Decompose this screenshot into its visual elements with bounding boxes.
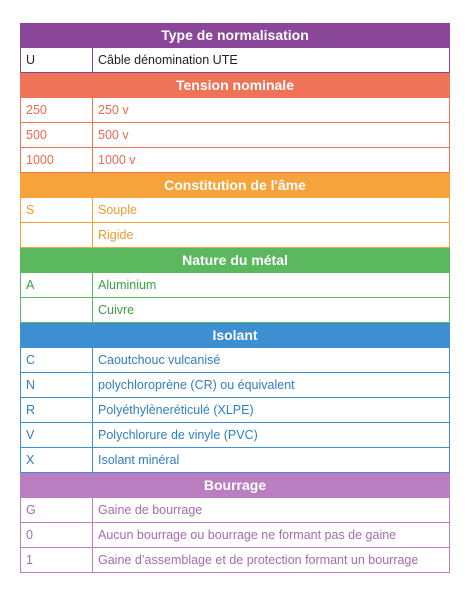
row-description: Aluminium: [98, 278, 157, 292]
table-row: 1000 1000 v: [20, 148, 450, 173]
row-description: polychloroprène (CR) ou équivalent: [98, 378, 295, 392]
row-description: Gaine de bourrage: [98, 503, 203, 517]
table-row: 1 Gaine d’assemblage et de protection for…: [20, 548, 450, 573]
row-code: N: [21, 373, 93, 397]
row-description: 500 v: [98, 128, 129, 142]
row-code: 500: [21, 123, 93, 147]
row-description: Isolant minéral: [98, 453, 180, 467]
table-row: R Polyéthylèneréticulé (XLPE): [20, 398, 450, 423]
row-description: Polyéthylèneréticulé (XLPE): [98, 403, 254, 417]
table-row: C Caoutchouc vulcanisé: [20, 348, 450, 373]
section: Tension nominale 250 250 v 500 500 v 1000 1000…: [20, 73, 450, 173]
table-row: V Polychlorure de vinyle (PVC): [20, 423, 450, 448]
section: Nature du métal A Aluminium Cuivre: [20, 248, 450, 323]
table-row: Rigide: [20, 223, 450, 248]
row-code: 250: [21, 98, 93, 122]
table-row: 500 500 v: [20, 123, 450, 148]
section: Bourrage G Gaine de bourrage 0 Aucun bourrag…: [20, 473, 450, 573]
row-description: Rigide: [98, 228, 134, 242]
table-row: G Gaine de bourrage: [20, 498, 450, 523]
table-row: Cuivre: [20, 298, 450, 323]
section-header: Tension nominale: [20, 73, 450, 98]
cable-designation-table: Type de normalisation U Câble dénomination…: [20, 23, 450, 573]
section-header: Type de normalisation: [20, 23, 450, 48]
table-row: A Aluminium: [20, 273, 450, 298]
section-header: Bourrage: [20, 473, 450, 498]
section: Type de normalisation U Câble dénomination…: [20, 23, 450, 73]
section-header: Isolant: [20, 323, 450, 348]
row-code: X: [21, 448, 93, 472]
table-row: 0 Aucun bourrage ou bourrage ne formant p…: [20, 523, 450, 548]
row-code: 1000: [21, 148, 93, 172]
row-code: S: [21, 198, 93, 222]
row-code: U: [21, 48, 93, 72]
table-row: X Isolant minéral: [20, 448, 450, 473]
row-description: Gaine d’assemblage et de protection form…: [98, 553, 419, 567]
table-row: S Souple: [20, 198, 450, 223]
section: Constitution de l'âme S Souple Rigide: [20, 173, 450, 248]
row-description: Polychlorure de vinyle (PVC): [98, 428, 258, 442]
section-header: Nature du métal: [20, 248, 450, 273]
row-description: Souple: [98, 203, 137, 217]
row-code: G: [21, 498, 93, 522]
row-description: Câble dénomination UTE: [98, 53, 238, 67]
row-code: A: [21, 273, 93, 297]
row-code: R: [21, 398, 93, 422]
row-code: 0: [21, 523, 93, 547]
row-code: V: [21, 423, 93, 447]
table-row: 250 250 v: [20, 98, 450, 123]
row-code: [21, 298, 93, 322]
row-description: 1000 v: [98, 153, 136, 167]
row-description: 250 v: [98, 103, 129, 117]
row-description: Caoutchouc vulcanisé: [98, 353, 221, 367]
row-code: C: [21, 348, 93, 372]
row-code: 1: [21, 548, 93, 572]
row-description: Cuivre: [98, 303, 135, 317]
row-description: Aucun bourrage ou bourrage ne formant pa…: [98, 528, 397, 542]
table-row: U Câble dénomination UTE: [20, 48, 450, 73]
section-header: Constitution de l'âme: [20, 173, 450, 198]
row-code: [21, 223, 93, 247]
